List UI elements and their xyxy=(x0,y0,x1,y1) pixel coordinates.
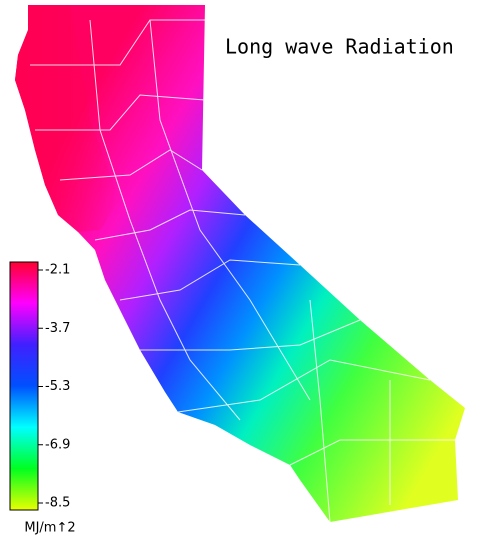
colorbar-tick-label: -3.7 xyxy=(45,321,70,336)
county-lines xyxy=(30,19,460,523)
state-shape xyxy=(15,5,465,522)
colorbar-tick-label: -6.9 xyxy=(45,437,70,452)
colorbar-unit: MJ/m↑2 xyxy=(24,521,75,536)
colorbar: -2.1 -3.7 -5.3 -6.9 -8.5 MJ/m↑2 xyxy=(9,261,76,536)
california-map xyxy=(15,5,465,523)
map-title: Long wave Radiation xyxy=(225,35,454,59)
coastal-band xyxy=(15,5,120,232)
colorbar-tick-label: -5.3 xyxy=(45,379,70,394)
colorbar-tick-label: -8.5 xyxy=(45,496,70,511)
colorbar-tick-label: -2.1 xyxy=(45,263,70,278)
colorbar-fill xyxy=(9,261,39,511)
